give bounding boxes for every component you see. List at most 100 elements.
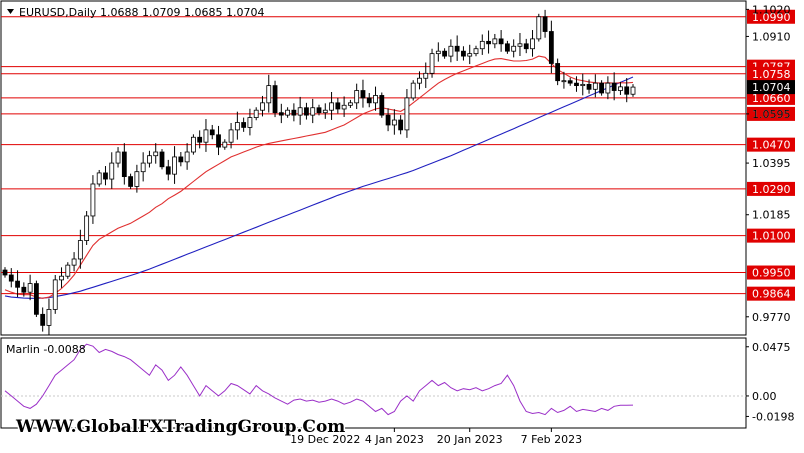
bear-candle xyxy=(40,313,46,326)
bull-candle xyxy=(467,53,473,57)
bear-candle xyxy=(2,269,8,276)
level-price-label: 1.0758 xyxy=(752,68,791,81)
bull-candle xyxy=(435,50,441,55)
bull-candle xyxy=(172,156,177,175)
bear-candle xyxy=(366,97,372,104)
bear-candle xyxy=(121,151,127,178)
bear-candle xyxy=(574,82,579,87)
bear-candle xyxy=(178,156,184,163)
bull-candle xyxy=(492,38,498,45)
level-price-tag xyxy=(747,66,795,81)
bear-candle xyxy=(360,90,366,99)
bull-candle xyxy=(341,104,347,110)
level-price-tag xyxy=(747,90,795,105)
level-price-tag xyxy=(747,181,795,196)
bear-candle xyxy=(21,286,27,293)
bear-candle xyxy=(611,82,617,91)
bear-candle xyxy=(159,151,165,168)
bull-candle xyxy=(373,95,378,104)
osc-tick-label: -0.0198 xyxy=(752,410,794,423)
bear-candle xyxy=(209,129,215,136)
bull-candle xyxy=(260,102,265,111)
y-tick-label: 1.0395 xyxy=(752,157,791,170)
bull-candle xyxy=(310,107,316,116)
candles xyxy=(2,9,636,336)
bear-candle xyxy=(599,82,604,94)
bull-candle xyxy=(77,240,83,260)
bull-candle xyxy=(65,264,71,277)
bear-candle xyxy=(398,119,404,131)
bull-candle xyxy=(96,172,102,185)
bear-candle xyxy=(241,122,247,128)
bear-candle xyxy=(486,40,491,45)
bull-candle xyxy=(511,45,517,52)
bear-candle xyxy=(586,83,592,90)
bull-candle xyxy=(354,90,360,104)
bull-candle xyxy=(618,86,623,91)
bull-candle xyxy=(153,151,159,157)
bull-candle xyxy=(184,151,190,163)
bull-candle xyxy=(253,109,259,118)
bear-candle xyxy=(555,63,561,82)
bull-candle xyxy=(147,155,152,164)
bull-candle xyxy=(71,258,77,266)
current-price-label: 1.0704 xyxy=(752,81,791,94)
level-price-tag xyxy=(747,106,795,121)
y-tick-label: 1.0595 xyxy=(752,108,791,121)
bear-candle xyxy=(442,50,448,57)
osc-tick-label: 0.0475 xyxy=(752,341,791,354)
bear-candle xyxy=(542,16,548,32)
level-price-label: 1.0660 xyxy=(752,92,791,105)
bull-candle xyxy=(605,82,611,94)
bull-candle xyxy=(109,162,115,180)
bull-candle xyxy=(410,82,416,99)
horizontal-levels xyxy=(1,16,746,295)
bull-candle xyxy=(59,275,64,281)
bull-candle xyxy=(297,107,303,116)
x-tick-label: 20 Jan 2023 xyxy=(437,433,503,446)
bear-candle xyxy=(272,85,278,114)
bear-candle xyxy=(128,176,134,187)
osc-tick-label: 0.00 xyxy=(752,390,777,403)
level-price-label: 1.0290 xyxy=(752,183,791,196)
bull-candle xyxy=(329,102,334,111)
bull-candle xyxy=(266,85,272,104)
bull-candle xyxy=(134,171,140,187)
collapse-triangle-icon[interactable] xyxy=(7,9,14,14)
bear-candle xyxy=(8,274,14,282)
bull-candle xyxy=(46,309,52,326)
bear-candle xyxy=(567,80,573,84)
x-tick-label: 19 Dec 2022 xyxy=(290,433,360,446)
ma-fast-line xyxy=(4,55,634,299)
bull-candle xyxy=(190,136,196,153)
level-price-label: 0.9950 xyxy=(752,267,791,280)
bear-candle xyxy=(461,50,466,57)
bear-candle xyxy=(304,107,309,116)
bull-candle xyxy=(84,215,90,241)
y-tick-label: 1.0910 xyxy=(752,30,791,43)
ohlc-values: 1.0688 1.0709 1.0685 1.0704 xyxy=(100,6,264,19)
bear-candle xyxy=(498,38,504,45)
level-price-label: 1.0100 xyxy=(752,230,791,243)
bear-candle xyxy=(278,112,284,116)
bull-candle xyxy=(580,83,586,87)
bear-candle xyxy=(548,31,554,64)
bull-candle xyxy=(517,43,523,47)
bear-candle xyxy=(197,136,203,143)
bull-candle xyxy=(322,109,328,114)
oscillator-line xyxy=(4,343,634,416)
bull-candle xyxy=(203,129,209,143)
bull-candle xyxy=(417,77,422,84)
y-tick-label: 1.1020 xyxy=(752,3,791,16)
bear-candle xyxy=(216,134,221,148)
current-price-tag xyxy=(747,80,795,95)
level-price-tag xyxy=(747,9,795,24)
bear-candle xyxy=(34,283,39,315)
bear-candle xyxy=(504,43,510,52)
bull-candle xyxy=(115,151,121,164)
y-tick-label: 1.0185 xyxy=(752,209,791,222)
bear-candle xyxy=(15,280,20,288)
level-price-label: 1.0470 xyxy=(752,139,791,152)
bull-candle xyxy=(561,80,567,83)
